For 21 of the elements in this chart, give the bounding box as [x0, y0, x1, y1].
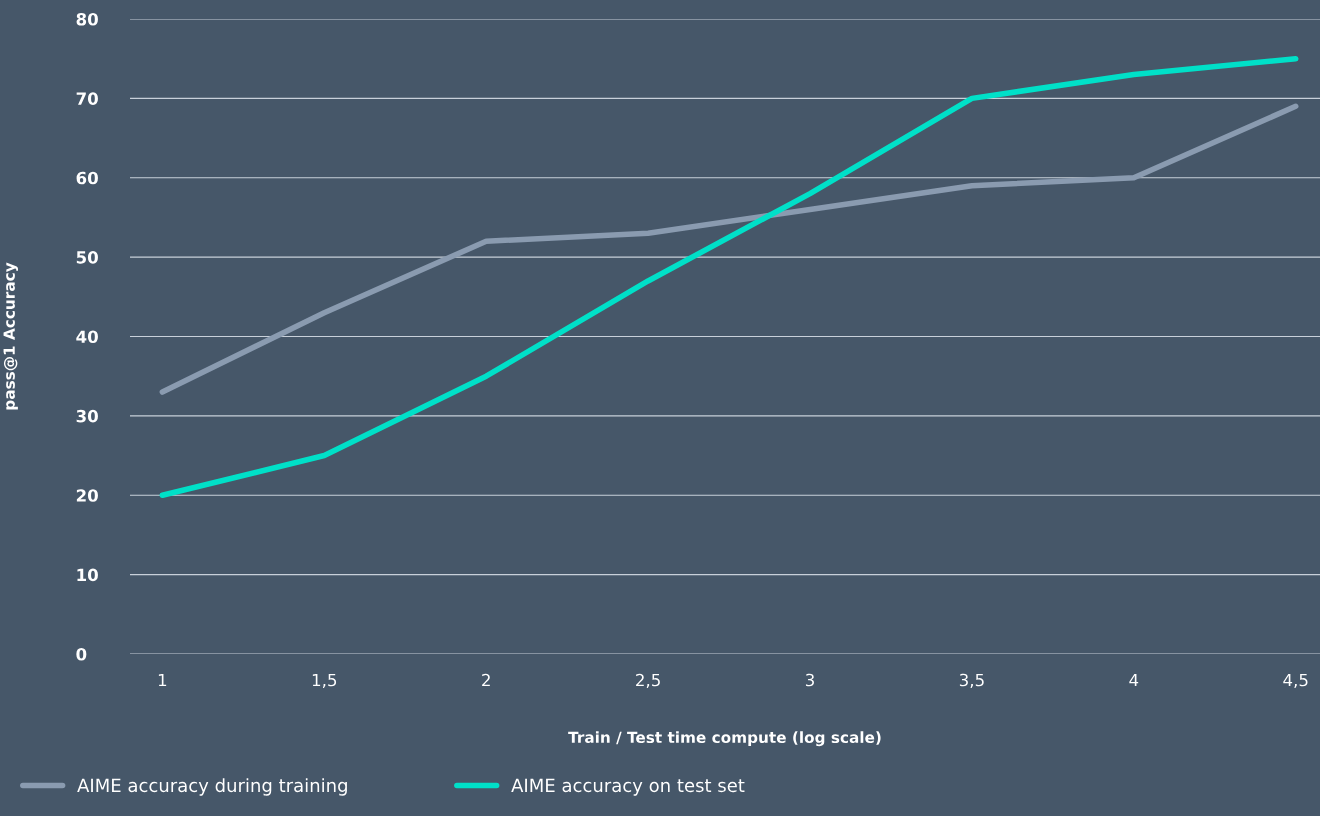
y-tick-label: 60	[76, 171, 98, 185]
x-tick-label: 2,5	[636, 673, 660, 689]
x-tick-label: 1	[158, 673, 167, 687]
y-tick-label: 20	[76, 489, 98, 502]
x-tick-label: 1,5	[312, 673, 337, 689]
y-tick-label: 0	[76, 647, 87, 661]
y-tick-label: 10	[77, 568, 98, 582]
x-tick-label: 4	[1129, 673, 1139, 687]
y-tick-label: 40	[76, 330, 98, 344]
y-tick-label: 50	[76, 251, 98, 264]
x-tick-label: 4,5	[1283, 673, 1308, 689]
x-tick-label: 3,5	[959, 673, 984, 689]
x-axis-title: Train / Test time compute (log scale)	[568, 731, 881, 747]
y-tick-label: 80	[76, 12, 98, 26]
y-tick-label: 70	[76, 92, 98, 105]
legend-label: AIME accuracy on test set	[511, 778, 745, 796]
y-tick-label: 30	[76, 409, 98, 423]
legend-label: AIME accuracy during training	[77, 778, 347, 796]
y-axis-title: pass@1 Accuracy	[3, 262, 18, 410]
x-tick-label: 3	[805, 673, 814, 687]
x-tick-label: 2	[482, 673, 490, 687]
